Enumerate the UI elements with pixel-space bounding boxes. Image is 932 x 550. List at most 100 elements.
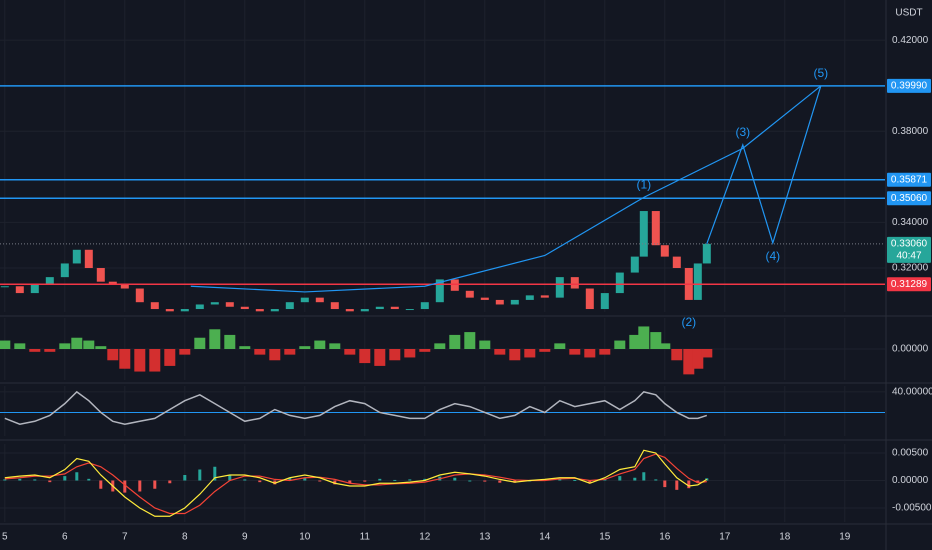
histogram-bar bbox=[239, 346, 251, 349]
histogram-bar bbox=[509, 349, 521, 361]
histogram-bar bbox=[650, 332, 662, 349]
histogram-bar bbox=[569, 349, 581, 355]
y-tick-label: 0.00500 bbox=[892, 448, 929, 459]
histogram-bar bbox=[44, 349, 56, 352]
histogram-bar bbox=[119, 349, 131, 369]
histogram-bar bbox=[663, 480, 667, 488]
histogram-bar bbox=[701, 349, 713, 358]
candle bbox=[225, 302, 234, 307]
price-tag bbox=[887, 191, 931, 206]
candle bbox=[45, 277, 54, 284]
histogram-bar bbox=[359, 349, 371, 364]
candle bbox=[693, 263, 702, 300]
histogram-bar bbox=[87, 478, 91, 481]
histogram-bar bbox=[71, 337, 83, 349]
histogram-bar bbox=[675, 480, 679, 490]
candle bbox=[390, 306, 399, 310]
candle bbox=[108, 281, 117, 284]
price-tag-label: 0.35871 bbox=[891, 174, 928, 185]
histogram-bar bbox=[374, 349, 386, 366]
histogram-bar bbox=[48, 480, 52, 483]
y-tick-label: -0.00500 bbox=[892, 503, 932, 514]
histogram-bar bbox=[483, 480, 487, 482]
candle bbox=[150, 302, 159, 310]
histogram-bar bbox=[63, 476, 67, 481]
candle bbox=[60, 263, 69, 278]
countdown-label: 40:47 bbox=[896, 250, 921, 261]
candle bbox=[240, 306, 249, 310]
histogram-bar bbox=[333, 480, 337, 485]
x-tick-label: 10 bbox=[299, 532, 311, 543]
histogram-bar bbox=[558, 479, 562, 481]
candle bbox=[72, 249, 81, 264]
x-tick-label: 7 bbox=[122, 532, 128, 543]
candle bbox=[360, 309, 369, 312]
histogram-bar bbox=[303, 477, 307, 481]
histogram-bar bbox=[404, 349, 416, 358]
histogram-bar bbox=[273, 480, 277, 485]
x-tick-label: 12 bbox=[419, 532, 431, 543]
histogram-bar bbox=[599, 349, 611, 355]
y-tick-label: 0.34000 bbox=[892, 217, 929, 228]
histogram-bar bbox=[95, 346, 107, 349]
histogram-bar bbox=[348, 480, 352, 484]
candle bbox=[30, 283, 39, 294]
histogram-bar bbox=[629, 334, 641, 349]
histogram-bar bbox=[659, 343, 671, 349]
histogram-bar bbox=[149, 349, 161, 372]
x-tick-label: 19 bbox=[839, 532, 851, 543]
candle bbox=[600, 293, 609, 310]
candle bbox=[615, 272, 624, 294]
x-tick-label: 18 bbox=[779, 532, 791, 543]
histogram-bar bbox=[198, 469, 202, 481]
histogram-bar bbox=[687, 480, 691, 489]
histogram-bar bbox=[449, 334, 461, 349]
candle bbox=[660, 245, 669, 257]
histogram-bar bbox=[179, 349, 191, 355]
price-tag-label: 0.31289 bbox=[891, 279, 928, 290]
wave-label: (4) bbox=[765, 249, 780, 263]
histogram-bar bbox=[434, 343, 446, 349]
indicator-line bbox=[4, 390, 708, 426]
x-tick-label: 15 bbox=[599, 532, 611, 543]
histogram-bar bbox=[329, 343, 341, 349]
candle bbox=[639, 211, 648, 257]
y-tick-label: 0.00000 bbox=[892, 344, 929, 355]
price-tag bbox=[887, 236, 931, 263]
wave-label: (1) bbox=[636, 178, 651, 192]
histogram-bar bbox=[209, 329, 221, 349]
histogram-bar bbox=[153, 480, 157, 489]
candle bbox=[255, 309, 264, 312]
histogram-bar bbox=[299, 346, 311, 349]
histogram-bar bbox=[168, 480, 172, 484]
x-tick-label: 8 bbox=[182, 532, 188, 543]
histogram-bar bbox=[123, 480, 127, 493]
histogram-bar bbox=[423, 478, 427, 481]
histogram-bar bbox=[288, 477, 292, 481]
histogram-bar bbox=[671, 349, 683, 361]
x-tick-label: 14 bbox=[539, 532, 551, 543]
histogram-bar bbox=[194, 337, 206, 349]
candle bbox=[120, 283, 129, 289]
histogram-bar bbox=[224, 334, 236, 349]
candle bbox=[345, 309, 354, 312]
histogram-bar bbox=[696, 480, 700, 483]
wave-projection bbox=[706, 85, 822, 245]
histogram-bar bbox=[419, 349, 431, 352]
wave-label: (5) bbox=[813, 66, 828, 80]
histogram-bar bbox=[692, 349, 704, 369]
candle bbox=[210, 302, 219, 305]
y-tick-label: 0.42000 bbox=[892, 35, 929, 46]
candle bbox=[375, 306, 384, 310]
histogram-bar bbox=[164, 349, 176, 366]
histogram-bar bbox=[614, 340, 626, 349]
histogram-bar bbox=[683, 349, 695, 375]
histogram-bar bbox=[18, 478, 22, 481]
histogram-bar bbox=[0, 340, 11, 349]
histogram-bar bbox=[554, 343, 566, 349]
histogram-bar bbox=[29, 349, 41, 352]
histogram-bar bbox=[494, 349, 506, 355]
x-tick-label: 9 bbox=[242, 532, 248, 543]
histogram-bar bbox=[408, 479, 412, 481]
